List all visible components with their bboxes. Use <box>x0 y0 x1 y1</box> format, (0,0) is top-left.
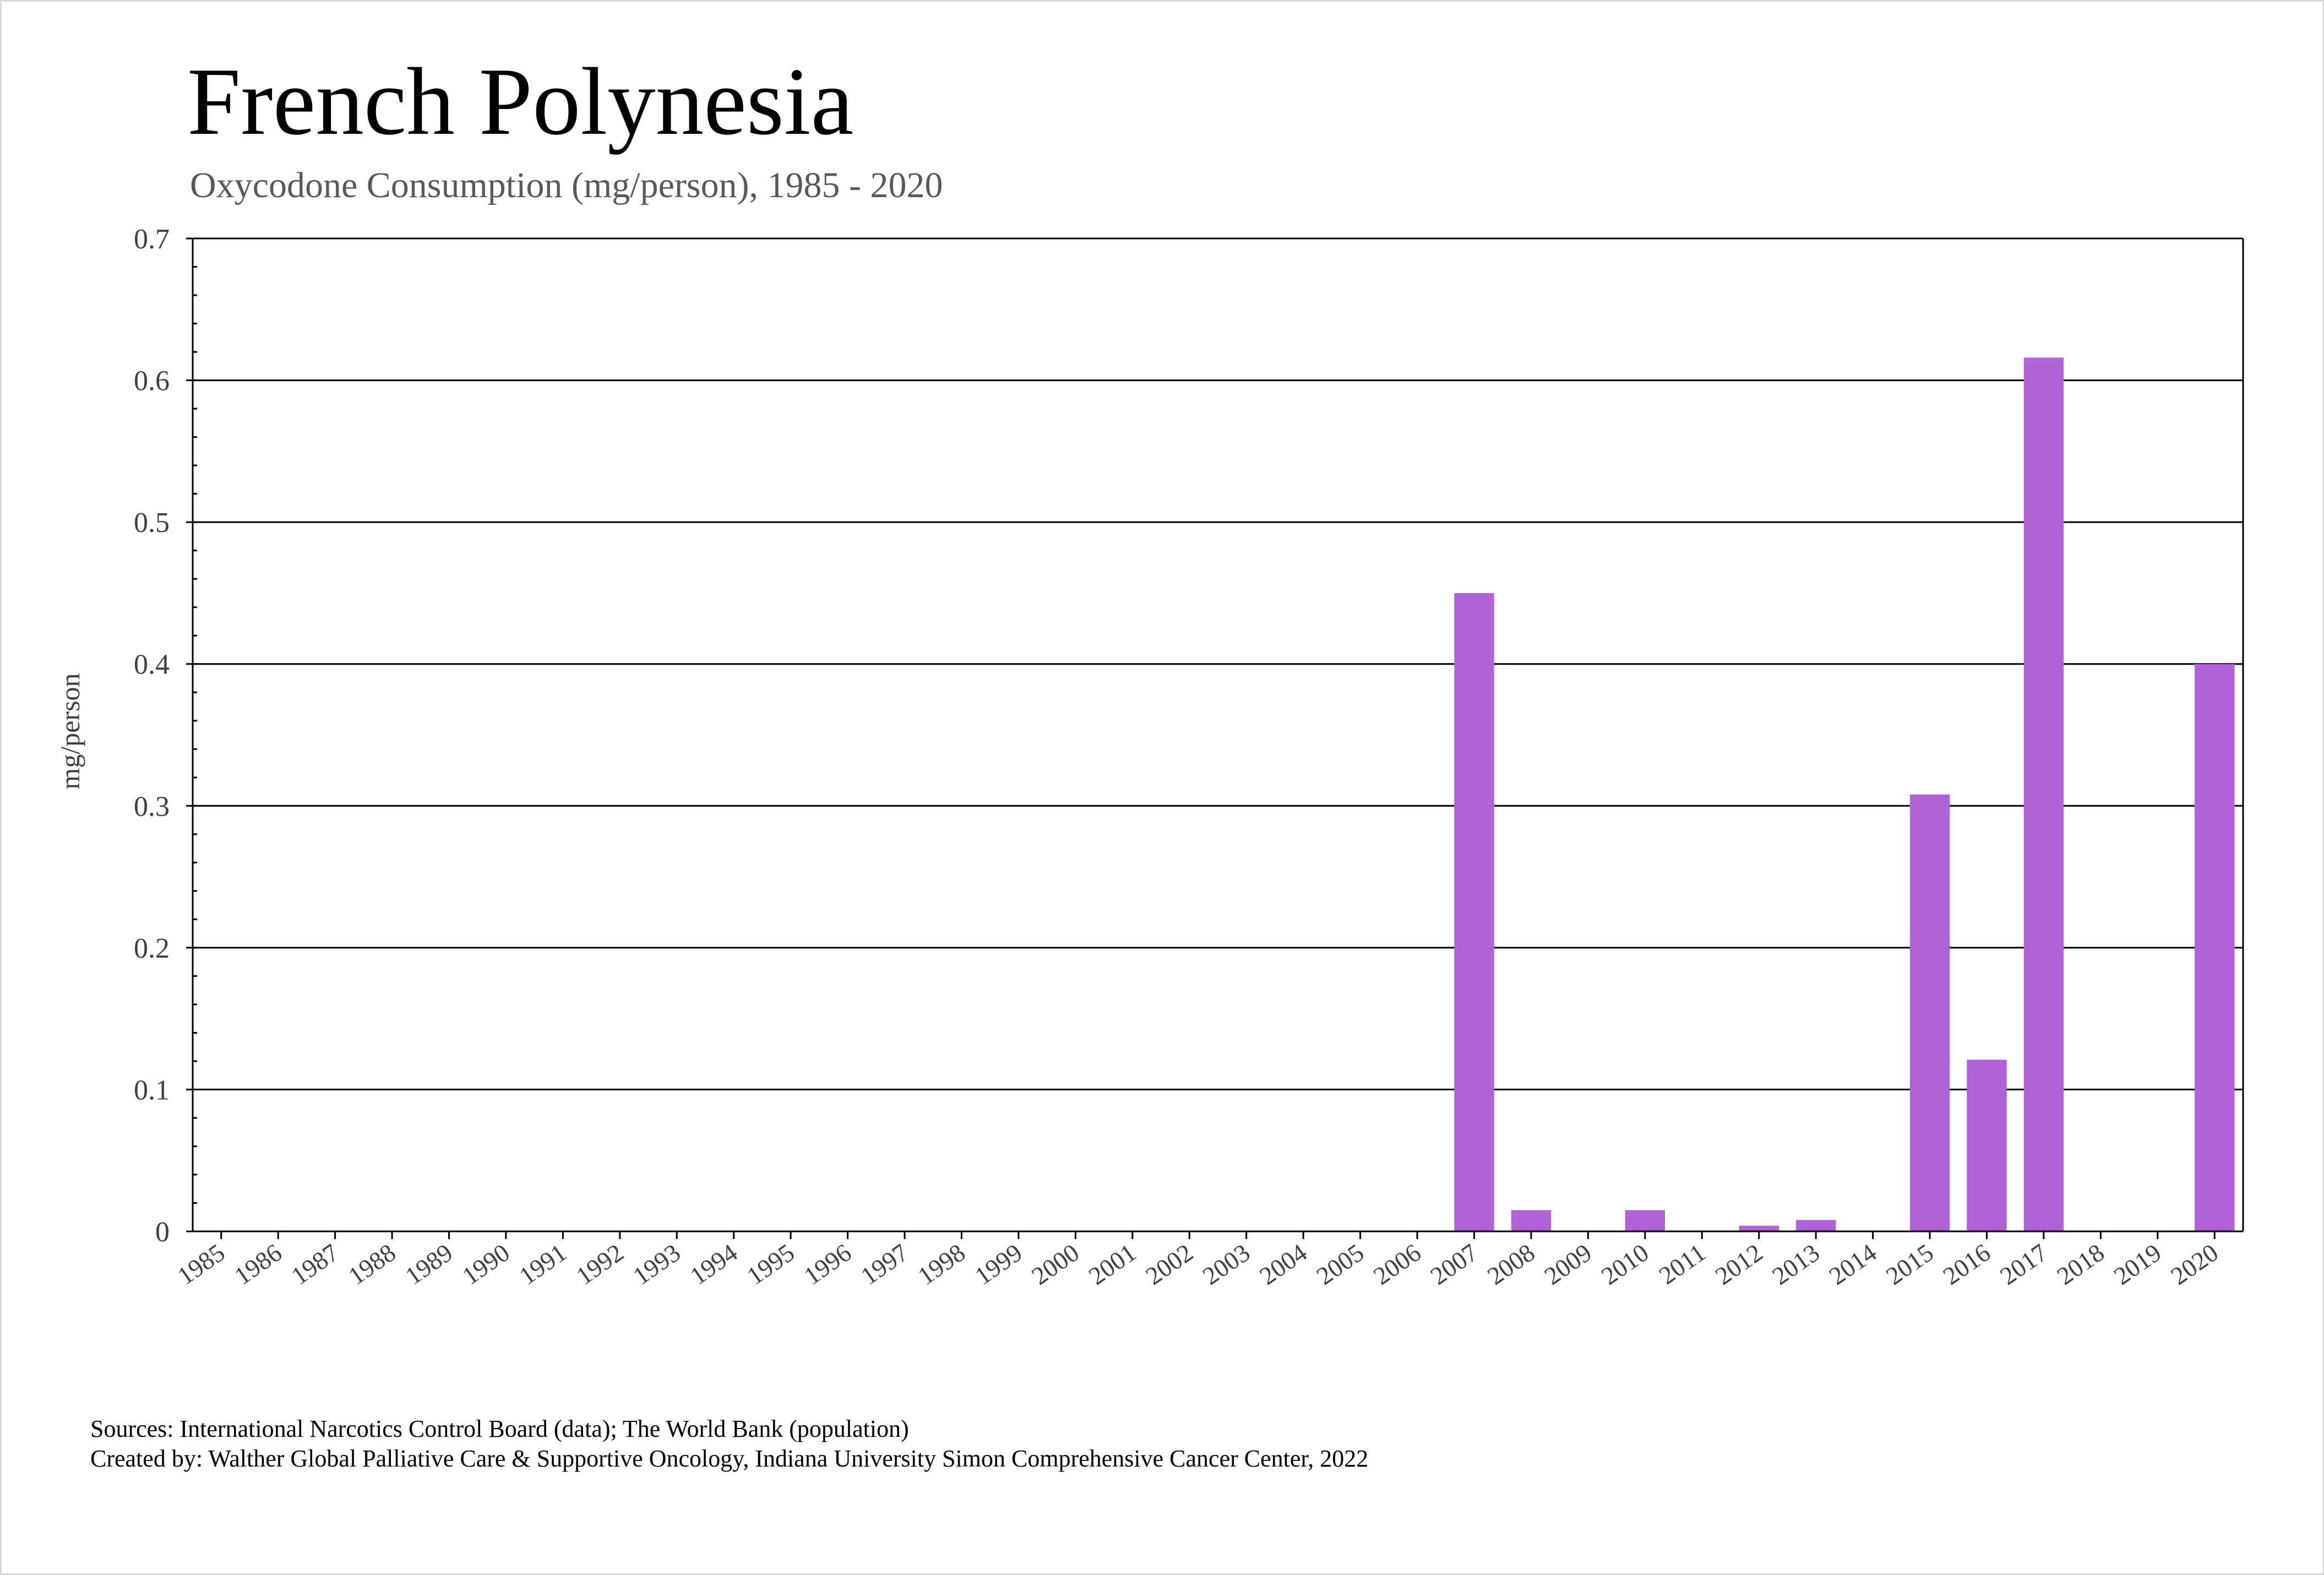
x-tick-label: 2016 <box>1938 1238 1996 1290</box>
x-tick-label: 1988 <box>343 1238 401 1290</box>
footer-sources: Sources: International Narcotics Control… <box>90 1415 909 1442</box>
bar-2010 <box>1625 1210 1666 1231</box>
x-tick-label: 2019 <box>2109 1238 2167 1290</box>
x-tick-label: 2000 <box>1027 1238 1085 1290</box>
x-tick-label: 2017 <box>1995 1238 2053 1290</box>
x-tick-label: 2010 <box>1596 1238 1654 1290</box>
x-tick-label: 2003 <box>1198 1238 1255 1290</box>
x-tick-label: 1995 <box>742 1238 799 1290</box>
x-tick-label: 2005 <box>1311 1238 1369 1290</box>
x-tick-label: 2001 <box>1084 1238 1141 1290</box>
x-tick-label: 1985 <box>172 1238 230 1290</box>
x-tick-label: 1990 <box>457 1238 515 1290</box>
x-tick-label: 2004 <box>1254 1238 1312 1290</box>
grid-lines <box>193 237 2243 1090</box>
bar-2012 <box>1739 1225 1779 1231</box>
y-tick-label: 0.4 <box>134 649 170 681</box>
x-tick-label: 2002 <box>1140 1238 1198 1290</box>
x-tick-label: 1986 <box>229 1238 287 1290</box>
x-tick-label: 2014 <box>1824 1238 1882 1290</box>
x-tick-label: 2008 <box>1482 1238 1540 1290</box>
y-tick-label: 0.7 <box>134 224 170 255</box>
y-axis-label: mg/person <box>55 673 85 789</box>
x-tick-label: 2007 <box>1425 1238 1483 1290</box>
chart-title: French Polynesia <box>187 48 853 155</box>
bar-2017 <box>2023 357 2064 1231</box>
y-tick-label: 0.1 <box>134 1074 170 1106</box>
bar-2020 <box>2195 664 2235 1231</box>
y-tick-label: 0.5 <box>134 507 170 539</box>
bar-2015 <box>1909 794 1950 1231</box>
bar-2013 <box>1795 1220 1836 1231</box>
y-tick-label: 0.6 <box>134 366 170 397</box>
axes <box>186 237 2244 1239</box>
x-tick-label: 2006 <box>1368 1238 1426 1290</box>
bar-2008 <box>1511 1210 1552 1231</box>
bar-2007 <box>1454 593 1494 1231</box>
x-tick-label: 2020 <box>2165 1238 2223 1290</box>
y-tick-label: 0 <box>155 1216 170 1248</box>
y-tick-label: 0.2 <box>134 933 170 964</box>
x-tick-label: 1996 <box>799 1238 857 1290</box>
x-tick-label: 2018 <box>2052 1238 2110 1290</box>
y-tick-labels: 0 0.1 0.2 0.3 0.4 0.5 0.6 0.7 <box>134 224 170 1248</box>
x-tick-label: 1999 <box>970 1238 1027 1290</box>
x-tick-labels: 1985198619871988198919901991199219931994… <box>172 1238 2223 1290</box>
x-tick-label: 1993 <box>628 1238 685 1290</box>
y-tick-label: 0.3 <box>134 791 170 822</box>
x-tick-label: 1989 <box>400 1238 458 1290</box>
x-tick-label: 2013 <box>1767 1238 1825 1290</box>
x-tick-label: 1998 <box>913 1238 971 1290</box>
x-tick-label: 1987 <box>286 1238 344 1290</box>
bars <box>1454 357 2235 1231</box>
footer-created-by: Created by: Walther Global Palliative Ca… <box>90 1445 1368 1472</box>
chart-subtitle: Oxycodone Consumption (mg/person), 1985 … <box>190 165 943 205</box>
x-tick-label: 1991 <box>514 1238 572 1290</box>
x-tick-label: 2012 <box>1710 1238 1768 1290</box>
x-tick-label: 1997 <box>856 1238 913 1290</box>
x-tick-label: 1992 <box>571 1238 629 1290</box>
bar-2016 <box>1967 1060 2007 1231</box>
x-tick-label: 2015 <box>1881 1238 1939 1290</box>
x-tick-label: 2009 <box>1539 1238 1597 1290</box>
x-tick-label: 2011 <box>1654 1238 1711 1290</box>
x-tick-label: 1994 <box>685 1238 743 1290</box>
